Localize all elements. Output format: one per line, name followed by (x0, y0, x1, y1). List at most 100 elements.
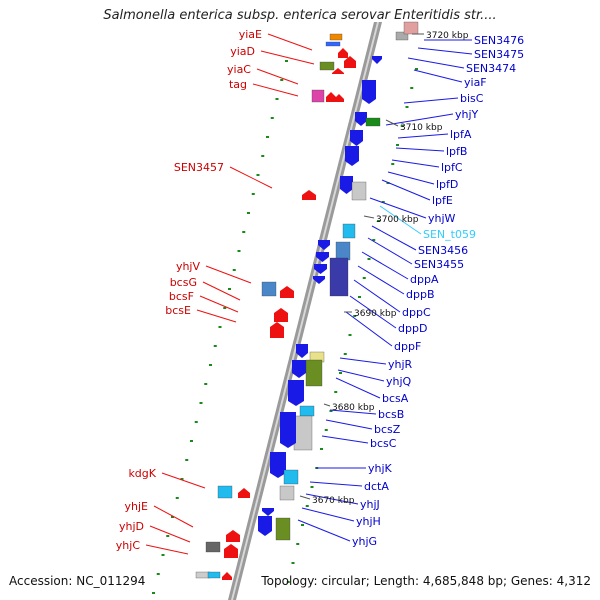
forward-gene (258, 516, 272, 536)
gene-label-yiaE[interactable]: yiaE (239, 28, 262, 41)
gene-label-SEN3476[interactable]: SEN3476 (474, 34, 524, 47)
gene-label-bisC[interactable]: bisC (460, 92, 484, 105)
gc-dot (228, 288, 231, 290)
gene-label-yhjC[interactable]: yhjC (116, 539, 141, 552)
gene-label-bcsG[interactable]: bcsG (170, 276, 197, 289)
feature-box (217, 485, 233, 499)
gene-label-yhjD[interactable]: yhjD (119, 520, 144, 533)
gc-dot (251, 193, 255, 195)
gc-dot (261, 155, 265, 157)
forward-gene (270, 452, 286, 478)
leader-line (309, 481, 363, 487)
reverse-gene (238, 488, 250, 498)
gc-skew-dots (152, 60, 418, 594)
feature-box (311, 89, 325, 103)
gene-label-dppD[interactable]: dppD (398, 322, 427, 335)
gene-label-SEN3456[interactable]: SEN3456 (418, 244, 468, 257)
gene-label-lpfB[interactable]: lpfB (446, 145, 467, 158)
gc-dot (362, 277, 366, 279)
leader-line (301, 507, 355, 522)
tick-mark (323, 403, 331, 407)
gene-label-lpfC[interactable]: lpfC (441, 161, 463, 174)
reverse-gene (302, 190, 316, 200)
reverse-gene (226, 530, 240, 542)
gene-label-yhjK[interactable]: yhjK (368, 462, 393, 475)
leader-line (321, 435, 369, 444)
leader-line (329, 409, 377, 415)
gene-label-tag[interactable]: tag (229, 78, 247, 91)
leader-line (387, 171, 435, 185)
gene-label-lpfA[interactable]: lpfA (450, 128, 472, 141)
feature-box (207, 571, 221, 579)
leader-line (149, 525, 191, 543)
gene-label-yhjH[interactable]: yhjH (356, 515, 381, 528)
forward-gene (313, 276, 325, 284)
tick-mark (363, 215, 375, 219)
gc-dot (266, 136, 269, 138)
gene-label-dctA[interactable]: dctA (364, 480, 389, 493)
feature-box (299, 405, 315, 417)
leader-line (349, 295, 397, 329)
leader-line (385, 113, 454, 126)
feature-box (319, 61, 335, 71)
gene-label-dppC[interactable]: dppC (402, 306, 431, 319)
gene-label-lpfE[interactable]: lpfE (432, 194, 453, 207)
gene-label-yhjW[interactable]: yhjW (428, 212, 456, 225)
leader-line (397, 133, 449, 139)
gene-label-dppF[interactable]: dppF (394, 340, 421, 353)
gene-label-SEN3474[interactable]: SEN3474 (466, 62, 516, 75)
leader-line (353, 279, 401, 313)
gene-label-yiaC[interactable]: yiaC (227, 63, 251, 76)
gene-features (195, 21, 419, 580)
leader-line (145, 544, 189, 555)
gc-dot (372, 239, 376, 241)
leader-line (371, 225, 417, 251)
gene-label-dppA[interactable]: dppA (410, 273, 439, 286)
leader-line (260, 50, 315, 65)
gene-label-yhjJ[interactable]: yhjJ (360, 498, 380, 511)
gene-label-yhjR[interactable]: yhjR (388, 358, 413, 371)
gene-label-bcsA[interactable]: bcsA (382, 392, 409, 405)
gene-label-yiaF[interactable]: yiaF (464, 76, 487, 89)
gene-label-bcsE[interactable]: bcsE (165, 304, 191, 317)
gene-label-yhjY[interactable]: yhjY (455, 108, 479, 121)
gc-dot (334, 391, 338, 393)
leader-line (395, 147, 445, 152)
leader-line (407, 57, 465, 69)
gene-label-SEN3455[interactable]: SEN3455 (414, 258, 464, 271)
topology-text: Topology: circular; Length: 4,685,848 bp… (261, 574, 591, 588)
gene-label-SEN3475[interactable]: SEN3475 (474, 48, 524, 61)
gene-label-yhjG[interactable]: yhjG (352, 535, 377, 548)
gc-dot (280, 79, 284, 81)
leader-line (339, 357, 387, 365)
trna-gene (342, 223, 356, 239)
gene-label-yhjE[interactable]: yhjE (125, 500, 149, 513)
gene-label-SEN3457[interactable]: SEN3457 (174, 161, 224, 174)
gene-label-dppB[interactable]: dppB (406, 288, 435, 301)
gene-label-bcsB[interactable]: bcsB (378, 408, 404, 421)
gene-label-lpfD[interactable]: lpfD (436, 178, 458, 191)
gene-label-bcsF[interactable]: bcsF (169, 290, 194, 303)
gene-label-bcsZ[interactable]: bcsZ (374, 423, 401, 436)
feature-box (335, 241, 351, 261)
gc-dot (270, 117, 274, 119)
gene-label-SEN_t059[interactable]: SEN_t059 (423, 228, 476, 241)
gene-label-yhjV[interactable]: yhjV (176, 260, 201, 273)
gc-dot (166, 535, 170, 537)
leader-line (161, 472, 206, 489)
gc-dot (218, 326, 222, 328)
tick-label: 3720 kbp (426, 31, 469, 41)
gene-label-kdgK[interactable]: kdgK (128, 467, 156, 480)
leader-line (357, 265, 405, 295)
gc-dot (190, 440, 193, 442)
forward-gene (296, 344, 308, 358)
accession-text: Accession: NC_011294 (9, 574, 146, 588)
gc-dot (320, 448, 323, 450)
gene-label-yiaD[interactable]: yiaD (230, 45, 255, 58)
gc-dot (348, 334, 352, 336)
gene-label-yhjQ[interactable]: yhjQ (386, 375, 412, 388)
gene-label-bcsC[interactable]: bcsC (370, 437, 397, 450)
